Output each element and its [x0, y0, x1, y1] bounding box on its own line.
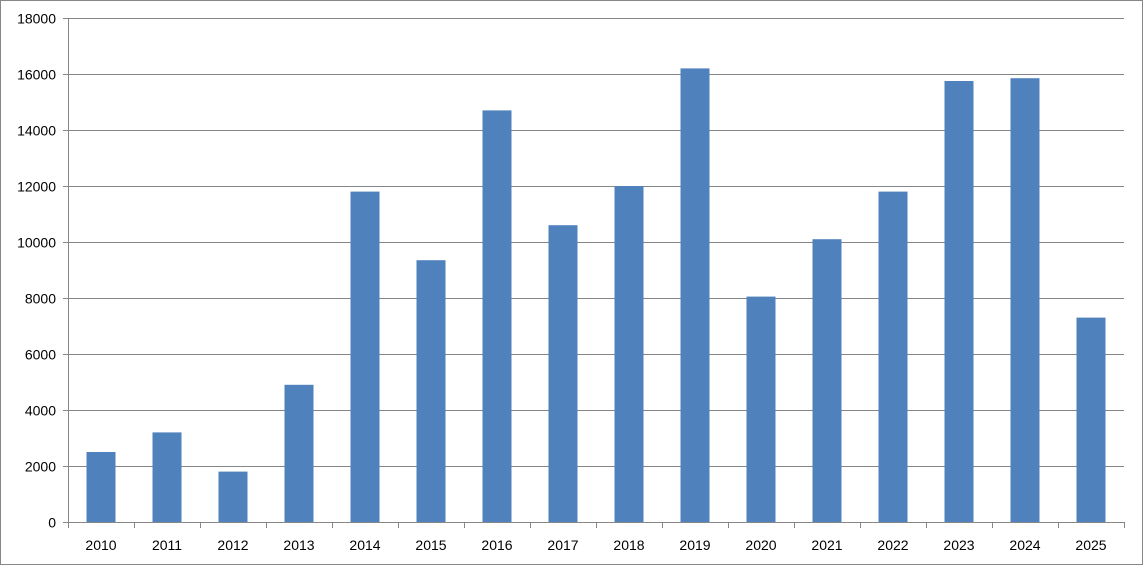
x-tick-label: 2021 — [811, 537, 842, 553]
y-tick-label: 12000 — [17, 179, 56, 195]
x-tick-label: 2020 — [745, 537, 776, 553]
bar-2025 — [1076, 317, 1106, 522]
y-tick-labels: 0 2000 4000 6000 8000 10000 12000 14000 16000 180… — [17, 11, 56, 531]
y-tick-label: 16000 — [17, 67, 56, 83]
x-tick-label: 2016 — [481, 537, 512, 553]
axes — [63, 18, 1125, 528]
y-tick-label: 0 — [48, 515, 56, 531]
x-tick-label: 2013 — [283, 537, 314, 553]
bar-2021 — [812, 239, 842, 522]
bar-2022 — [878, 191, 908, 522]
bar-2023 — [944, 81, 974, 522]
bar-2018 — [614, 186, 644, 522]
y-tick-label: 10000 — [17, 235, 56, 251]
x-tick-label: 2015 — [415, 537, 446, 553]
y-tick-label: 14000 — [17, 123, 56, 139]
bar-2020 — [746, 296, 776, 522]
x-tick-label: 2011 — [152, 537, 182, 553]
bar-2019 — [680, 68, 710, 523]
x-tick-label: 2023 — [943, 537, 974, 553]
x-tick-label: 2019 — [679, 537, 710, 553]
y-tick-label: 18000 — [17, 11, 56, 27]
x-tick-labels: 2010 2011 2012 2013 2014 2015 2016 2017 2018 2019… — [85, 537, 1106, 553]
bar-2010 — [86, 452, 116, 522]
x-tick-label: 2022 — [877, 537, 908, 553]
x-tick-label: 2014 — [349, 537, 380, 553]
y-tick-label: 2000 — [25, 459, 56, 475]
bar-2013 — [284, 384, 314, 522]
bar-2024 — [1010, 78, 1040, 522]
bar-2012 — [218, 471, 248, 522]
x-tick-label: 2012 — [217, 537, 248, 553]
bar-2017 — [548, 225, 578, 522]
y-tick-label: 6000 — [25, 347, 56, 363]
bar-2011 — [152, 432, 182, 522]
y-tick-label: 4000 — [25, 403, 56, 419]
bar-2015 — [416, 260, 446, 522]
x-tick-label: 2017 — [547, 537, 578, 553]
x-tick-label: 2025 — [1075, 537, 1106, 553]
x-tick-label: 2024 — [1009, 537, 1040, 553]
x-tick-label: 2010 — [85, 537, 116, 553]
x-tick-label: 2018 — [613, 537, 644, 553]
bar-2016 — [482, 110, 512, 523]
bar-2014 — [350, 191, 380, 522]
y-tick-label: 8000 — [25, 291, 56, 307]
bars — [86, 68, 1106, 523]
